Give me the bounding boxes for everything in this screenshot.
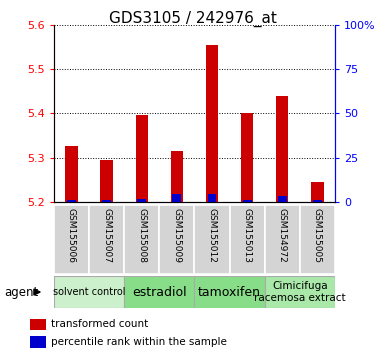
Text: GSM155012: GSM155012: [208, 208, 216, 263]
Bar: [229, 205, 265, 274]
Text: estradiol: estradiol: [132, 286, 187, 298]
Text: GSM155008: GSM155008: [137, 208, 146, 263]
Text: GSM155013: GSM155013: [243, 208, 252, 263]
Bar: [276, 96, 288, 202]
Bar: [206, 45, 218, 202]
Bar: [124, 205, 159, 274]
Bar: [136, 115, 148, 202]
Text: transformed count: transformed count: [52, 319, 149, 329]
Bar: [171, 151, 183, 202]
Bar: [65, 147, 78, 202]
Text: GSM155009: GSM155009: [172, 208, 181, 263]
Text: percentile rank within the sample: percentile rank within the sample: [52, 337, 227, 347]
Text: GSM155006: GSM155006: [67, 208, 76, 263]
Bar: [54, 276, 124, 308]
Bar: [137, 199, 146, 202]
Bar: [194, 276, 265, 308]
Bar: [243, 200, 251, 202]
Bar: [159, 205, 194, 274]
Bar: [54, 205, 89, 274]
Bar: [172, 194, 181, 202]
Bar: [102, 200, 111, 202]
Text: solvent control: solvent control: [53, 287, 125, 297]
Bar: [30, 336, 46, 348]
Bar: [264, 205, 300, 274]
Text: agent: agent: [4, 286, 38, 298]
Bar: [300, 205, 335, 274]
Bar: [278, 196, 287, 202]
Text: GDS3105 / 242976_at: GDS3105 / 242976_at: [109, 11, 276, 27]
Bar: [67, 200, 76, 202]
Bar: [208, 194, 216, 202]
Bar: [89, 205, 124, 274]
Bar: [311, 182, 323, 202]
Bar: [264, 276, 335, 308]
Text: Cimicifuga
racemosa extract: Cimicifuga racemosa extract: [254, 281, 346, 303]
Bar: [241, 113, 253, 202]
Bar: [194, 205, 229, 274]
Bar: [30, 319, 46, 330]
Text: GSM154972: GSM154972: [278, 208, 287, 263]
Bar: [313, 200, 322, 202]
Bar: [100, 160, 113, 202]
Text: GSM155007: GSM155007: [102, 208, 111, 263]
Text: GSM155005: GSM155005: [313, 208, 322, 263]
Text: tamoxifen: tamoxifen: [198, 286, 261, 298]
Bar: [124, 276, 194, 308]
